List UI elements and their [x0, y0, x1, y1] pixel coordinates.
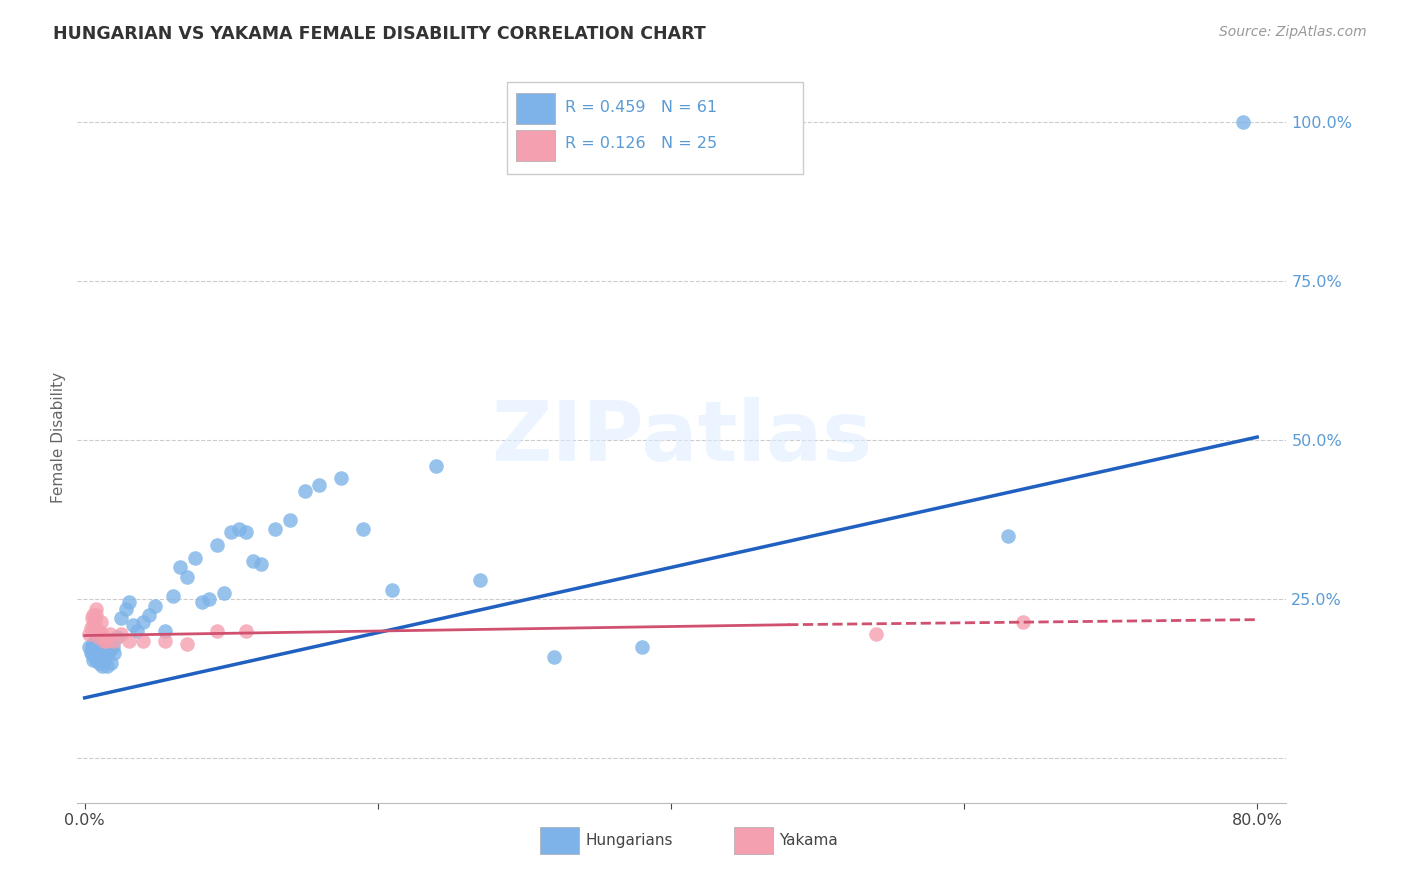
- Point: [235, 525, 257, 540]
- Point: [89, 646, 111, 660]
- Point: [1232, 115, 1254, 129]
- Point: [132, 633, 155, 648]
- FancyBboxPatch shape: [506, 82, 803, 174]
- Point: [100, 656, 122, 670]
- Point: [543, 649, 565, 664]
- Point: [219, 525, 242, 540]
- Point: [105, 631, 128, 645]
- Point: [997, 529, 1019, 543]
- Point: [96, 646, 118, 660]
- Point: [103, 646, 125, 660]
- Point: [86, 608, 108, 623]
- Point: [191, 595, 214, 609]
- Point: [103, 633, 125, 648]
- Text: R = 0.459   N = 61: R = 0.459 N = 61: [565, 100, 717, 115]
- Point: [86, 640, 108, 654]
- Point: [169, 560, 191, 574]
- Point: [91, 659, 114, 673]
- Point: [212, 586, 235, 600]
- Point: [91, 649, 114, 664]
- Point: [176, 637, 198, 651]
- Point: [82, 608, 104, 623]
- Point: [249, 558, 271, 572]
- Point: [117, 595, 139, 609]
- Text: R = 0.126   N = 25: R = 0.126 N = 25: [565, 136, 717, 152]
- Point: [294, 484, 316, 499]
- Point: [264, 522, 287, 536]
- Text: Source: ZipAtlas.com: Source: ZipAtlas.com: [1219, 25, 1367, 39]
- Point: [96, 659, 118, 673]
- Point: [114, 602, 136, 616]
- Point: [155, 624, 177, 638]
- Point: [352, 522, 374, 536]
- Point: [381, 582, 404, 597]
- Point: [143, 599, 166, 613]
- Point: [110, 627, 132, 641]
- Point: [80, 611, 103, 625]
- Point: [77, 640, 100, 654]
- Point: [117, 633, 139, 648]
- Text: Hungarians: Hungarians: [585, 833, 672, 848]
- Point: [425, 458, 447, 473]
- FancyBboxPatch shape: [516, 130, 555, 161]
- Point: [127, 624, 149, 638]
- Point: [278, 513, 301, 527]
- Point: [93, 643, 115, 657]
- Y-axis label: Female Disability: Female Disability: [51, 371, 66, 503]
- Point: [98, 643, 121, 657]
- Point: [94, 653, 117, 667]
- FancyBboxPatch shape: [516, 94, 555, 124]
- Point: [183, 550, 205, 565]
- Text: HUNGARIAN VS YAKAMA FEMALE DISABILITY CORRELATION CHART: HUNGARIAN VS YAKAMA FEMALE DISABILITY CO…: [53, 25, 706, 43]
- Point: [470, 573, 492, 587]
- Point: [235, 624, 257, 638]
- Point: [87, 643, 110, 657]
- Point: [86, 653, 108, 667]
- Point: [205, 624, 228, 638]
- Point: [80, 640, 103, 654]
- Point: [162, 589, 184, 603]
- Point: [82, 617, 104, 632]
- Point: [80, 646, 103, 660]
- Point: [308, 477, 330, 491]
- Point: [90, 640, 112, 654]
- Point: [97, 640, 120, 654]
- Point: [82, 637, 104, 651]
- Point: [93, 633, 115, 648]
- Point: [96, 633, 118, 648]
- Point: [138, 608, 160, 623]
- Point: [176, 570, 198, 584]
- Point: [228, 522, 250, 536]
- Text: Yakama: Yakama: [779, 833, 838, 848]
- Point: [198, 592, 221, 607]
- Point: [84, 649, 107, 664]
- Point: [79, 621, 101, 635]
- Point: [89, 624, 111, 638]
- Point: [155, 633, 177, 648]
- Point: [242, 554, 264, 568]
- Point: [87, 631, 110, 645]
- Point: [91, 627, 114, 641]
- Point: [77, 627, 100, 641]
- Point: [205, 538, 228, 552]
- Point: [98, 627, 121, 641]
- Point: [84, 615, 107, 629]
- Point: [330, 471, 353, 485]
- Point: [132, 615, 155, 629]
- Point: [79, 646, 101, 660]
- Point: [1011, 615, 1033, 629]
- FancyBboxPatch shape: [540, 827, 579, 854]
- Point: [84, 633, 107, 648]
- Point: [90, 615, 112, 629]
- Point: [630, 640, 652, 654]
- Point: [82, 653, 104, 667]
- FancyBboxPatch shape: [734, 827, 773, 854]
- Point: [865, 627, 887, 641]
- Point: [89, 656, 111, 670]
- Point: [86, 602, 108, 616]
- Point: [101, 640, 124, 654]
- Point: [122, 617, 145, 632]
- Point: [110, 611, 132, 625]
- Text: ZIPatlas: ZIPatlas: [492, 397, 872, 477]
